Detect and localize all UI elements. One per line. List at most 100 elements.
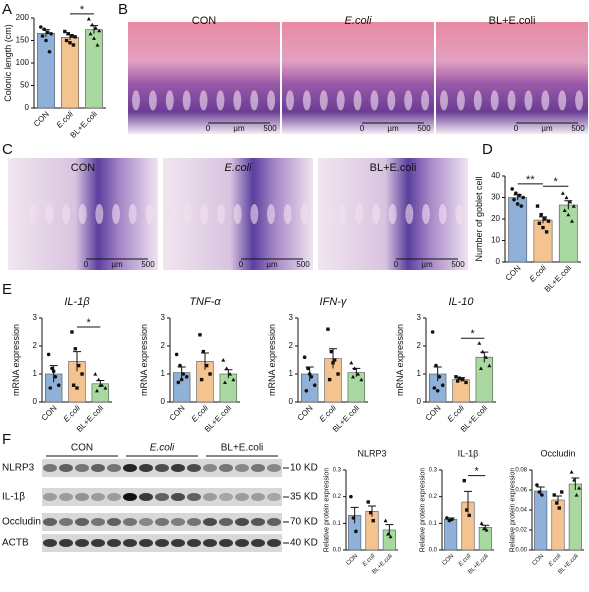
blot-band	[267, 539, 281, 547]
panel-label: D	[482, 141, 493, 158]
data-point	[56, 383, 61, 388]
significance-label: *	[554, 176, 559, 188]
blot-band	[203, 518, 217, 526]
data-point	[510, 187, 514, 191]
bar	[508, 197, 528, 263]
y-tick-label: 0.02	[515, 528, 527, 534]
blot-band	[155, 464, 169, 472]
crypt	[286, 90, 294, 111]
crypt	[507, 90, 516, 111]
error-bar	[350, 506, 359, 524]
y-axis-label: mRNA expression	[395, 324, 405, 396]
blot-band	[43, 464, 57, 472]
data-point	[179, 377, 184, 382]
y-axis-label: mRNA expression	[139, 324, 149, 396]
data-point	[388, 534, 393, 539]
image-label: BL+E.coli	[370, 162, 417, 174]
bar	[534, 490, 548, 551]
data-point	[306, 366, 310, 371]
y-tick-label: 3	[417, 313, 422, 322]
crypt	[319, 90, 328, 111]
chart-title: TNF-α	[189, 296, 221, 308]
chart-title: IL-1β	[64, 296, 90, 308]
data-point	[222, 380, 227, 384]
data-point	[228, 372, 233, 376]
panel-label: C	[2, 141, 13, 158]
blot-band	[59, 539, 73, 547]
data-point	[479, 521, 484, 525]
error-bar	[73, 351, 81, 372]
x-tick-label: E.coli	[528, 263, 548, 283]
y-tick-label: 3	[33, 313, 38, 322]
blot-band	[187, 518, 201, 526]
data-point	[350, 374, 355, 379]
scale-label: 500	[571, 124, 585, 133]
data-point	[430, 330, 435, 334]
data-point	[93, 372, 98, 376]
data-point	[45, 30, 50, 35]
data-point	[574, 493, 579, 497]
y-tick-label: 0	[289, 397, 294, 406]
blot-band	[123, 493, 137, 501]
y-tick-label: 0.1	[429, 521, 438, 527]
y-axis-label: mRNA expression	[267, 324, 277, 396]
blot-band	[59, 518, 73, 526]
blot-band	[235, 464, 249, 472]
significance-label: *	[80, 4, 85, 16]
scale-label: 500	[141, 260, 155, 269]
y-tick-label: 2	[289, 341, 294, 350]
data-point	[519, 204, 524, 208]
data-point	[198, 333, 202, 337]
x-tick-label: E.coli	[458, 553, 473, 568]
y-tick-label: 10	[491, 236, 500, 245]
crypt	[404, 90, 413, 111]
crypt	[217, 204, 225, 224]
data-point	[201, 349, 206, 354]
crypt	[167, 204, 175, 224]
scale-label: 0	[206, 124, 211, 133]
crypt	[216, 90, 225, 111]
blot-band	[107, 518, 121, 526]
blot-band	[187, 493, 201, 501]
y-axis-label: mRNA expression	[11, 324, 21, 396]
scale-label: 0	[394, 260, 399, 269]
crypt	[132, 90, 140, 111]
data-point	[352, 366, 357, 370]
scale-label: 500	[451, 260, 465, 269]
blot-band	[219, 493, 233, 501]
y-axis-label: Relative protein expression	[510, 468, 517, 553]
data-point	[51, 369, 56, 374]
blot-band	[139, 493, 153, 501]
crypt	[250, 90, 259, 111]
panel-label: B	[118, 1, 128, 18]
data-point	[356, 372, 361, 376]
crypt	[95, 204, 104, 224]
data-point	[231, 377, 236, 382]
data-point	[560, 490, 564, 494]
y-tick-label: 200	[16, 13, 30, 22]
data-point	[577, 486, 582, 490]
data-point	[76, 363, 81, 368]
scale-label: µm	[421, 260, 433, 269]
y-tick-label: 0.0	[429, 548, 438, 554]
crypt	[336, 90, 345, 111]
panel-label: F	[2, 431, 11, 448]
crypt	[473, 90, 482, 111]
x-tick-label: CON	[40, 403, 59, 422]
blot-band	[91, 493, 105, 501]
error-bar	[539, 216, 547, 224]
y-axis-label: Colonic length (cm)	[3, 24, 13, 102]
data-point	[462, 478, 466, 483]
y-tick-label: 0.0	[333, 548, 342, 554]
blot-band	[235, 539, 249, 547]
data-point	[204, 363, 209, 368]
histology-image	[436, 22, 588, 134]
crypt	[302, 90, 311, 111]
blot-band	[219, 518, 233, 526]
crypt	[148, 90, 157, 111]
y-tick-label: 3	[161, 313, 166, 322]
y-tick-label: 0.00	[515, 548, 527, 554]
x-tick-label: CON	[532, 553, 546, 567]
blot-band	[155, 518, 169, 526]
crypt	[112, 204, 120, 224]
